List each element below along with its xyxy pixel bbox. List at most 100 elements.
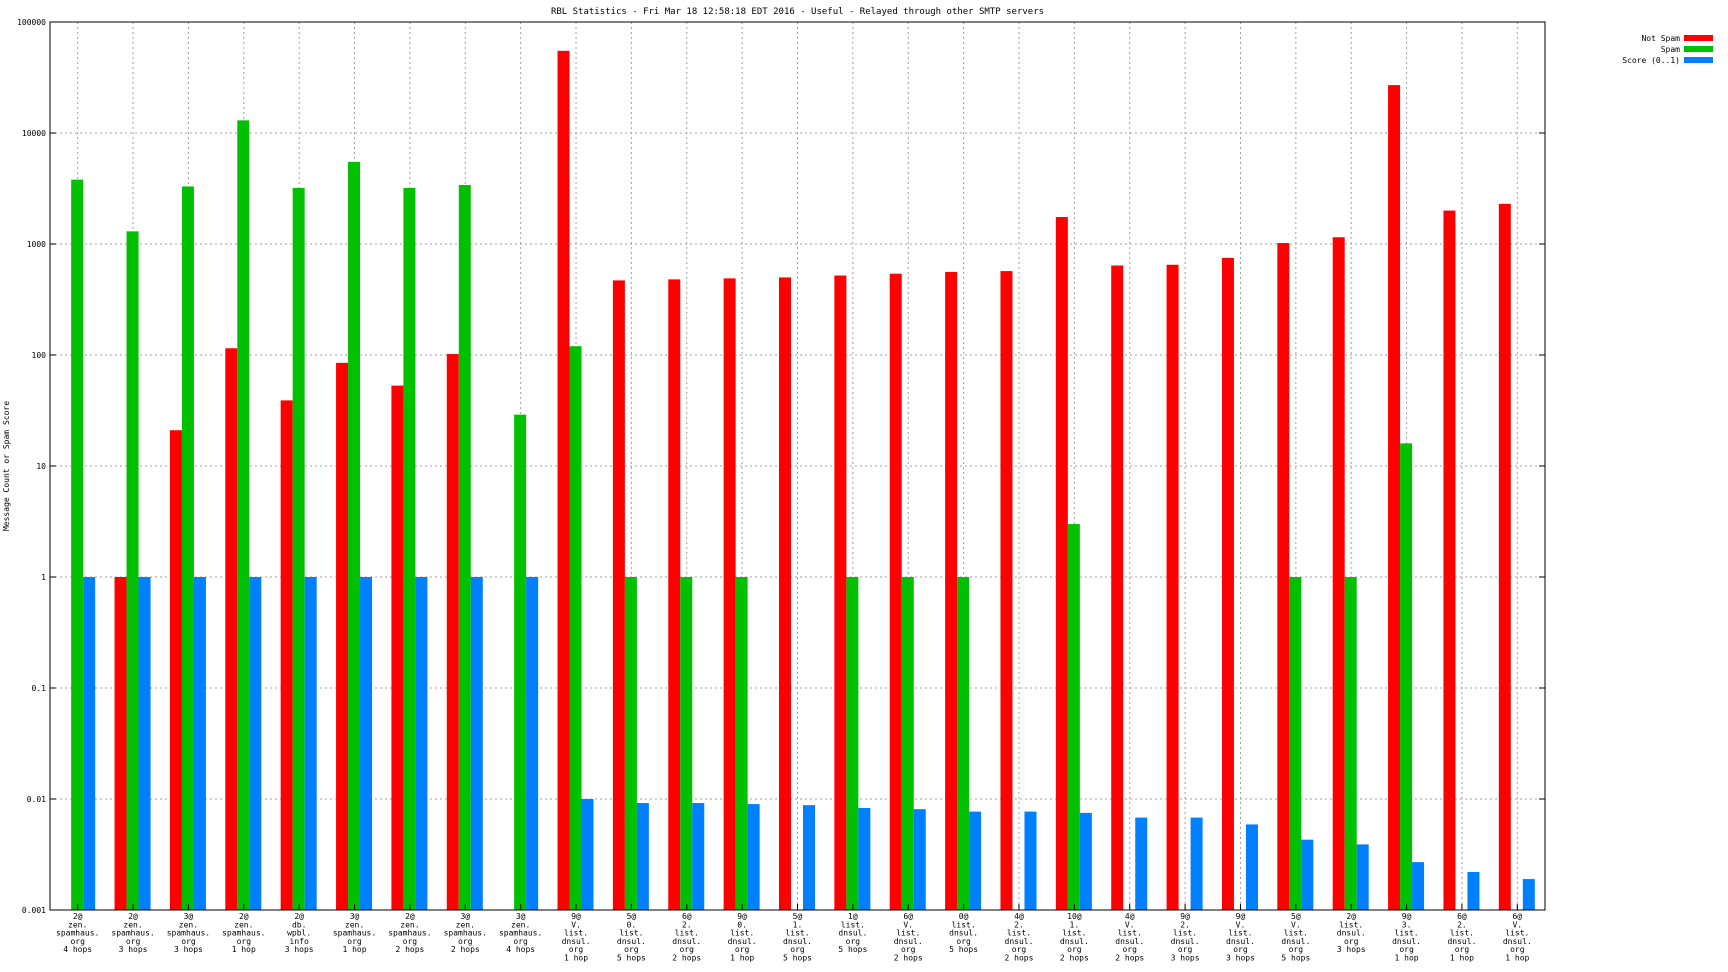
bar-spam-23: [1344, 577, 1357, 910]
x-category-label-line: 6@: [903, 912, 913, 921]
x-category-label: 6@ V. list. dnsul. org 1 hop: [1503, 912, 1532, 963]
x-category-label-line: 0.: [627, 920, 637, 929]
bar-spam-8: [514, 414, 527, 910]
x-category-label-line: dnsul.: [672, 937, 701, 946]
x-category-label-line: org: [126, 937, 141, 946]
bar-not-spam-19: [1111, 265, 1124, 910]
x-category-label-line: 6@: [682, 912, 692, 921]
bar-spam-1: [126, 231, 139, 910]
x-category-label-line: spamhaus.: [499, 929, 542, 938]
x-category-label-line: 3@: [184, 912, 194, 921]
bar-not-spam-6: [391, 385, 404, 911]
x-category-label-line: 5@: [1291, 912, 1301, 921]
bar-score-0-1-21: [1245, 824, 1258, 910]
x-category-label-line: V.: [571, 920, 581, 929]
x-category-label-line: org: [1399, 945, 1414, 954]
x-category-label-line: org: [1233, 945, 1248, 954]
bar-not-spam-25: [1443, 210, 1456, 910]
x-category-label-line: V.: [1236, 920, 1246, 929]
x-category-label-line: list.: [1505, 929, 1529, 938]
x-category-label-line: 2 hops: [894, 954, 923, 963]
bar-not-spam-5: [336, 362, 349, 911]
y-tick-label: 0.01: [27, 795, 46, 804]
x-category-label-line: org: [624, 945, 639, 954]
x-category-label-line: 2@: [128, 912, 138, 921]
bar-score-0-1-24: [1412, 862, 1425, 910]
x-category-label-line: db.: [292, 920, 306, 929]
y-tick-label: 10: [36, 462, 46, 471]
x-category-label: 10@ 1. list. dnsul. org 2 hops: [1060, 912, 1089, 963]
bar-not-spam-11: [668, 279, 681, 911]
x-category-label-line: 3 hops: [285, 945, 314, 954]
bar-spam-7: [458, 185, 471, 910]
bar-score-0-1-15: [913, 809, 926, 910]
x-category-label-line: org: [956, 937, 971, 946]
x-category-label: 2@ zen. spamhaus. org 2 hops: [388, 912, 431, 954]
x-category-label-line: 9@: [1402, 912, 1412, 921]
bar-score-0-1-17: [1024, 811, 1037, 910]
x-category-label-line: zen.: [511, 920, 530, 929]
x-category-label-line: zen.: [123, 920, 142, 929]
bar-not-spam-14: [834, 275, 847, 910]
x-category-label-line: org: [458, 937, 473, 946]
x-category-label-line: list.: [730, 929, 754, 938]
bar-not-spam-26: [1498, 203, 1511, 910]
x-category-label-line: 5 hops: [617, 954, 646, 963]
x-category-label-line: 5 hops: [949, 945, 978, 954]
x-category-label-line: 1 hop: [1395, 954, 1419, 963]
x-category-label-line: 2 hops: [672, 954, 701, 963]
x-category-label-line: 1.: [1070, 920, 1080, 929]
y-tick-label: 0.001: [22, 906, 46, 915]
bar-spam-22: [1289, 577, 1302, 910]
x-category-label-line: 4 hops: [506, 945, 535, 954]
x-category-label-line: spamhaus.: [444, 929, 487, 938]
bar-not-spam-21: [1221, 257, 1234, 911]
x-category-label-line: 2 hops: [395, 945, 424, 954]
x-category-label-line: list.: [785, 929, 809, 938]
x-category-label-line: list.: [896, 929, 920, 938]
x-category-label-line: 9@: [571, 912, 581, 921]
bar-score-0-1-19: [1135, 817, 1148, 910]
x-category-label-line: 1 hop: [564, 954, 588, 963]
legend: Not Spam Spam Score (0..1): [1622, 34, 1713, 65]
x-category-label-line: org: [680, 945, 695, 954]
x-category-label-line: org: [1122, 945, 1137, 954]
x-category-label-line: 3 hops: [174, 945, 203, 954]
x-category-label-line: 2 hops: [1115, 954, 1144, 963]
legend-label: Not Spam: [1641, 34, 1680, 43]
x-category-label-line: 2.: [1180, 920, 1190, 929]
bar-spam-5: [348, 161, 361, 910]
x-category-label-line: list.: [675, 929, 699, 938]
bar-spam-0: [71, 179, 84, 910]
legend-label: Spam: [1661, 45, 1680, 54]
y-axis-label: Message Count or Spam Score: [2, 401, 11, 531]
x-category-label: 4@ 2. list. dnsul. org 2 hops: [1005, 912, 1034, 963]
x-category-label-line: 0@: [959, 912, 969, 921]
x-category-label-line: list.: [1007, 929, 1031, 938]
x-category-label-line: zen.: [345, 920, 364, 929]
x-category-label-line: 6@: [1512, 912, 1522, 921]
x-category-label-line: spamhaus.: [222, 929, 265, 938]
x-category-label-line: spamhaus.: [111, 929, 154, 938]
x-category-label: 2@ db. wpbl. info 3 hops: [285, 912, 314, 954]
bar-not-spam-18: [1055, 217, 1068, 911]
x-category-label-line: 4 hops: [63, 945, 92, 954]
x-category-label-line: dnsul.: [1060, 937, 1089, 946]
x-category-label-line: 3@: [516, 912, 526, 921]
x-category-label-line: dnsul.: [1447, 937, 1476, 946]
bar-spam-24: [1400, 443, 1413, 910]
bar-not-spam-15: [889, 273, 902, 910]
x-category-label-line: 2@: [405, 912, 415, 921]
x-category-label-line: 5@: [793, 912, 803, 921]
x-category-label-line: zen.: [68, 920, 87, 929]
bar-not-spam-20: [1166, 264, 1179, 911]
bar-score-0-1-8: [526, 577, 539, 910]
x-category-label-line: org: [1344, 937, 1359, 946]
x-category-label-line: wpbl.: [287, 929, 311, 938]
x-category-label-line: 1.: [793, 920, 803, 929]
bar-not-spam-22: [1277, 243, 1290, 910]
bar-score-0-1-16: [969, 811, 982, 910]
x-category-label-line: 3.: [1402, 920, 1412, 929]
x-category-label-line: 0.: [737, 920, 747, 929]
x-category-label-line: V.: [1291, 920, 1301, 929]
